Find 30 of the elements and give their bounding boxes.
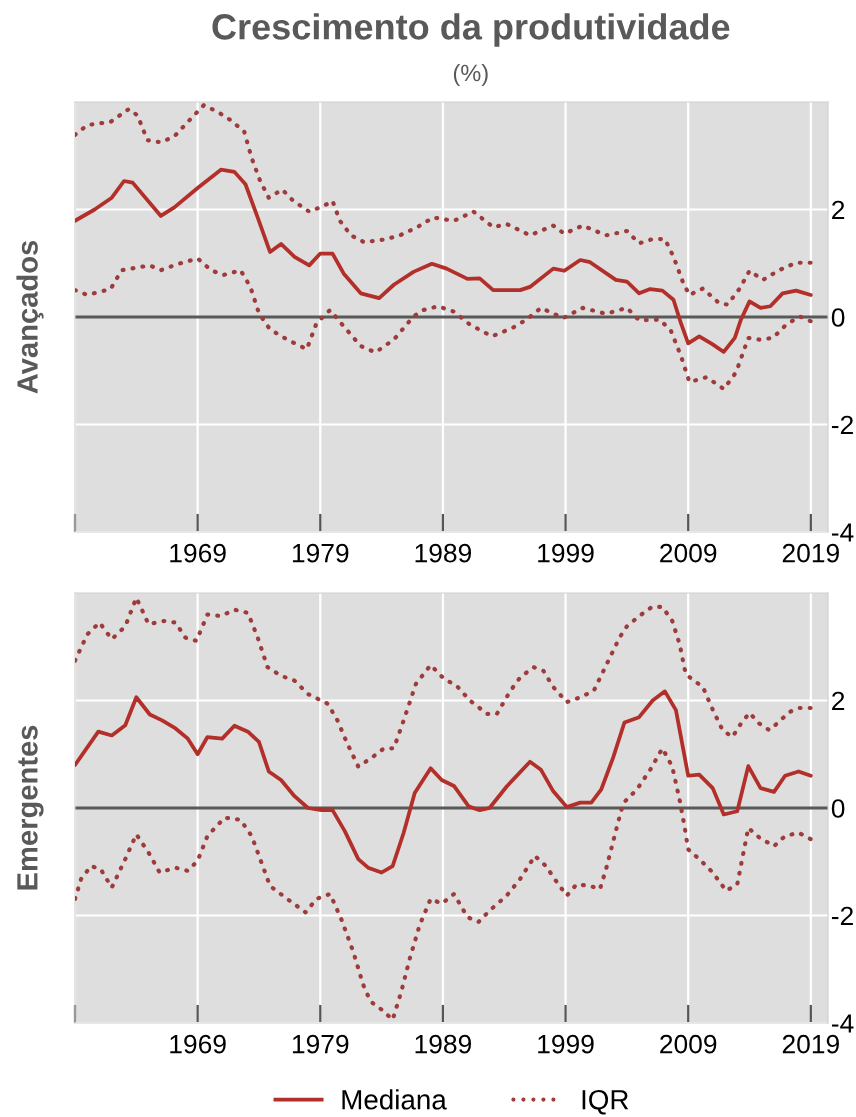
x-tick-label: 1999 [538, 543, 594, 563]
legend-label: Mediana [342, 1089, 447, 1110]
x-tick-label: 1979 [292, 1034, 349, 1054]
x-tick-label: 2009 [660, 543, 717, 563]
y-axis-title: Emergentes [17, 725, 44, 890]
x-tick-label: 1979 [292, 543, 349, 563]
y-tick-label: 2 [832, 691, 845, 711]
y-tick-label: 0 [831, 308, 845, 327]
x-tick-label: 1999 [538, 1034, 594, 1054]
y-tick-label: -2 [831, 415, 853, 435]
y-tick-label: 2 [832, 200, 845, 220]
x-tick-label: 1969 [170, 543, 226, 563]
line-series [75, 689, 813, 875]
x-tick-label: 2019 [782, 543, 839, 563]
y-axis-title: Avançados [16, 240, 44, 394]
y-tick-label: -2 [831, 906, 853, 926]
y-tick-label: -4 [831, 523, 854, 542]
line-series [75, 103, 813, 307]
x-tick-label: 1989 [415, 1034, 472, 1054]
chart-title: Crescimento da produtividade [212, 13, 730, 47]
x-tick-label: 2009 [660, 1034, 717, 1054]
line-series [75, 167, 813, 354]
y-tick-label: 0 [831, 799, 845, 818]
chart-subtitle: (%) [453, 64, 488, 86]
y-tick-label: -4 [831, 1014, 854, 1033]
x-tick-label: 2019 [782, 1034, 839, 1054]
x-tick-label: 1989 [415, 543, 472, 563]
legend-label: IQR [582, 1089, 629, 1115]
x-tick-label: 1969 [170, 1034, 226, 1054]
line-series [75, 256, 813, 392]
